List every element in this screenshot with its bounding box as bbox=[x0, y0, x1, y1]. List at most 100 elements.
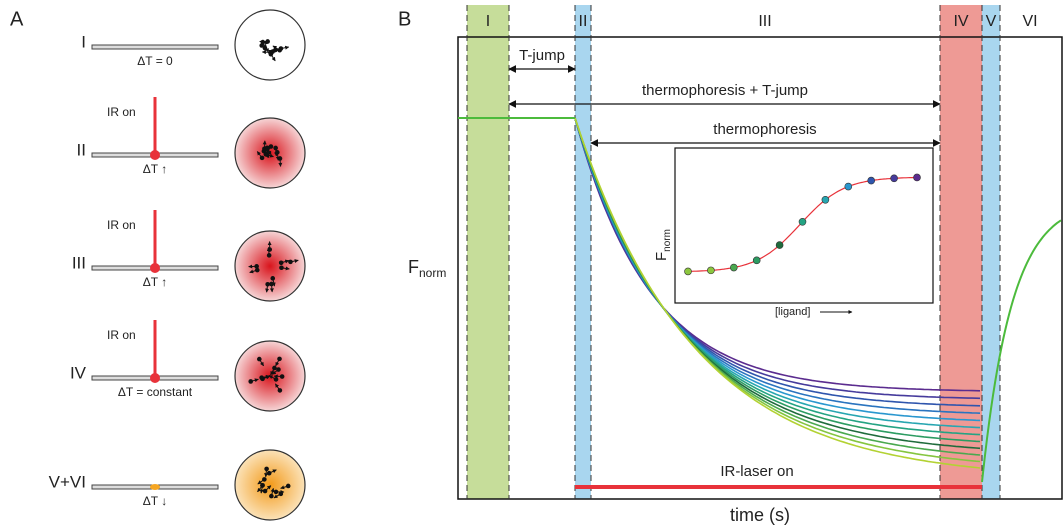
row-label: V+VI bbox=[49, 472, 86, 491]
laser-label: IR on bbox=[107, 218, 136, 232]
phase-band bbox=[982, 5, 1000, 499]
molecule bbox=[272, 365, 277, 371]
sample-view bbox=[234, 449, 306, 521]
inset-point bbox=[913, 173, 921, 182]
span-label: thermophoresis bbox=[713, 121, 816, 138]
row-label: IV bbox=[70, 363, 87, 382]
laser-label: IR on bbox=[107, 105, 136, 119]
molecule bbox=[266, 253, 272, 258]
molecule bbox=[277, 388, 283, 393]
temperature-label: ΔT ↑ bbox=[143, 162, 167, 176]
span-label: T-jump bbox=[519, 47, 565, 64]
molecule bbox=[269, 493, 274, 499]
row-label: III bbox=[72, 253, 86, 272]
molecule bbox=[268, 144, 274, 149]
molecule bbox=[277, 356, 282, 362]
molecule bbox=[257, 356, 262, 362]
molecule bbox=[266, 470, 272, 476]
panel-label: B bbox=[398, 8, 411, 30]
molecule bbox=[278, 491, 284, 497]
phase-label: V bbox=[986, 13, 997, 30]
phase-label: III bbox=[758, 13, 771, 30]
molecule bbox=[288, 259, 293, 265]
phase-band bbox=[575, 5, 591, 499]
molecule bbox=[264, 146, 270, 152]
phase-label: II bbox=[579, 13, 588, 30]
molecule bbox=[276, 367, 281, 372]
laser-spot bbox=[150, 263, 160, 273]
phase-label: I bbox=[486, 13, 490, 30]
inset-point bbox=[867, 176, 876, 185]
laser-spot bbox=[150, 150, 160, 160]
molecule bbox=[273, 489, 279, 495]
row-label: II bbox=[77, 140, 86, 159]
inset-point bbox=[752, 256, 761, 265]
molecule bbox=[262, 477, 267, 482]
inset-point bbox=[798, 218, 807, 226]
temperature-label: ΔT = constant bbox=[118, 385, 193, 399]
temperature-label: ΔT ↑ bbox=[143, 275, 167, 289]
recovery-trace bbox=[981, 219, 1062, 483]
y-axis-label-sub: norm bbox=[419, 266, 446, 280]
molecule bbox=[263, 152, 269, 157]
inset-y-label-sub: norm bbox=[662, 229, 673, 252]
molecule bbox=[259, 155, 265, 161]
inset-point bbox=[844, 182, 853, 191]
inset-y-label-main: F bbox=[653, 252, 670, 261]
molecule bbox=[273, 145, 278, 151]
x-axis-label: time (s) bbox=[730, 505, 790, 525]
phase-label: VI bbox=[1022, 13, 1037, 30]
y-axis-label-main: F bbox=[408, 257, 419, 277]
molecule bbox=[279, 374, 285, 379]
molecule bbox=[285, 483, 291, 489]
capillary bbox=[91, 44, 219, 50]
span-label: thermophoresis + T-jump bbox=[642, 82, 808, 99]
molecule bbox=[270, 49, 275, 54]
molecule bbox=[254, 267, 260, 273]
molecule bbox=[262, 488, 268, 494]
inset-point bbox=[684, 267, 692, 276]
sample-view bbox=[234, 230, 306, 302]
laser-label: IR-laser on bbox=[720, 463, 793, 480]
label-background bbox=[710, 121, 820, 139]
label-background bbox=[638, 82, 812, 100]
temperature-label: ΔT ↓ bbox=[143, 494, 167, 508]
laser-label: IR on bbox=[107, 328, 136, 342]
trace bbox=[574, 117, 981, 469]
molecule bbox=[254, 264, 259, 269]
panel-label: A bbox=[10, 8, 24, 30]
sample-view bbox=[234, 9, 306, 81]
cooling-spot bbox=[150, 484, 160, 490]
inset-x-label: [ligand] bbox=[775, 306, 810, 318]
inset-point bbox=[775, 241, 784, 249]
molecule bbox=[264, 466, 269, 472]
inset-y-label: Fnorm bbox=[653, 229, 673, 261]
phase-label: IV bbox=[953, 13, 968, 30]
inset-frame bbox=[674, 147, 934, 304]
phase-band bbox=[940, 5, 982, 499]
phase-band bbox=[467, 5, 509, 499]
molecule bbox=[260, 39, 266, 45]
inset-point bbox=[707, 266, 715, 275]
molecule bbox=[277, 156, 283, 161]
inset-point bbox=[821, 195, 830, 204]
inset-point bbox=[890, 174, 898, 183]
molecule bbox=[265, 39, 270, 44]
molecule bbox=[259, 375, 264, 380]
molecule bbox=[248, 379, 254, 384]
y-axis-label: Fnorm bbox=[408, 257, 446, 280]
molecule bbox=[279, 265, 284, 271]
molecule bbox=[260, 483, 265, 488]
row-label: I bbox=[81, 32, 86, 51]
label-background bbox=[516, 47, 568, 65]
inset-point bbox=[729, 263, 738, 272]
molecule bbox=[270, 276, 276, 281]
molecule bbox=[273, 377, 279, 382]
laser-spot bbox=[150, 373, 160, 383]
molecule bbox=[278, 260, 284, 266]
temperature-label: ΔT = 0 bbox=[137, 54, 173, 68]
molecule bbox=[265, 281, 270, 287]
plot-frame bbox=[457, 36, 1063, 500]
